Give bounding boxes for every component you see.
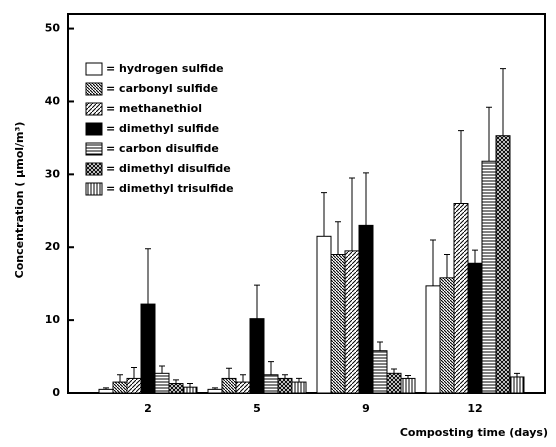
bar bbox=[330, 254, 346, 394]
error-bar bbox=[173, 379, 179, 384]
error-bar bbox=[391, 368, 397, 374]
legend-swatch bbox=[85, 102, 103, 116]
bar bbox=[372, 350, 388, 394]
bar bbox=[235, 381, 251, 394]
error-bar bbox=[159, 365, 165, 374]
error-bar bbox=[458, 130, 464, 204]
error-bar bbox=[296, 377, 302, 383]
legend-label: = methanethiol bbox=[106, 102, 202, 115]
error-bar bbox=[321, 192, 327, 237]
error-bar bbox=[335, 221, 341, 255]
bar bbox=[358, 224, 374, 394]
legend-label: = hydrogen sulfide bbox=[106, 62, 224, 75]
bar bbox=[126, 377, 142, 394]
bar bbox=[249, 318, 265, 394]
bar bbox=[98, 388, 114, 394]
bar bbox=[182, 386, 198, 394]
legend-swatch bbox=[85, 182, 103, 196]
x-axis-label: Composting time (days) bbox=[400, 426, 548, 439]
y-axis-label: Concentration ( µmol/m³) bbox=[13, 122, 26, 279]
legend-swatch bbox=[85, 122, 103, 136]
bar bbox=[509, 376, 525, 394]
bar bbox=[439, 277, 455, 394]
bar bbox=[207, 388, 223, 394]
x-tick-label: 2 bbox=[144, 402, 152, 415]
error-bar bbox=[472, 249, 478, 264]
bar bbox=[140, 303, 156, 394]
error-bar bbox=[514, 372, 520, 377]
bar bbox=[263, 374, 279, 394]
error-bar bbox=[444, 254, 450, 278]
legend-label: = carbon disulfide bbox=[106, 142, 219, 155]
error-bar bbox=[486, 106, 492, 162]
error-bar bbox=[131, 366, 137, 379]
legend-label: = dimethyl trisulfide bbox=[106, 182, 234, 195]
error-bar bbox=[103, 387, 109, 390]
bar bbox=[291, 381, 307, 394]
error-bar bbox=[430, 239, 436, 286]
error-bar bbox=[349, 177, 355, 251]
error-bar bbox=[377, 341, 383, 351]
y-tick-label: 50 bbox=[45, 22, 61, 35]
bar bbox=[467, 262, 483, 394]
error-bar bbox=[500, 68, 506, 136]
bar bbox=[168, 383, 184, 394]
error-bar bbox=[254, 284, 260, 319]
error-bar bbox=[240, 374, 246, 383]
error-bar bbox=[282, 374, 288, 379]
error-bar bbox=[405, 375, 411, 379]
bar bbox=[344, 250, 360, 394]
x-tick-label: 5 bbox=[253, 402, 261, 415]
error-bar bbox=[187, 383, 193, 388]
legend-swatch bbox=[85, 82, 103, 96]
bar bbox=[277, 377, 293, 394]
x-tick-label: 12 bbox=[467, 402, 482, 415]
legend-label: = carbonyl sulfide bbox=[106, 82, 218, 95]
error-bar bbox=[145, 248, 151, 305]
legend-swatch bbox=[85, 62, 103, 76]
bar bbox=[221, 377, 237, 394]
legend-swatch bbox=[85, 162, 103, 176]
legend-label: = dimethyl disulfide bbox=[106, 162, 231, 175]
y-tick-label: 10 bbox=[45, 313, 61, 326]
bar bbox=[316, 235, 332, 394]
bar bbox=[154, 372, 170, 394]
bar bbox=[400, 377, 416, 394]
bar bbox=[453, 203, 469, 394]
bar bbox=[481, 160, 497, 394]
bar bbox=[386, 372, 402, 394]
legend-label: = dimethyl sulfide bbox=[106, 122, 219, 135]
error-bar bbox=[268, 361, 274, 375]
y-tick-label: 40 bbox=[45, 94, 61, 107]
x-tick-label: 9 bbox=[362, 402, 370, 415]
error-bar bbox=[363, 172, 369, 226]
y-tick-label: 30 bbox=[45, 167, 61, 180]
legend-swatch bbox=[85, 142, 103, 156]
bar bbox=[112, 381, 128, 394]
error-bar bbox=[226, 367, 232, 379]
bar bbox=[495, 135, 511, 394]
y-tick-label: 0 bbox=[52, 386, 60, 399]
bar bbox=[425, 285, 441, 394]
error-bar bbox=[212, 387, 218, 390]
y-tick-label: 20 bbox=[45, 240, 61, 253]
error-bar bbox=[117, 374, 123, 383]
